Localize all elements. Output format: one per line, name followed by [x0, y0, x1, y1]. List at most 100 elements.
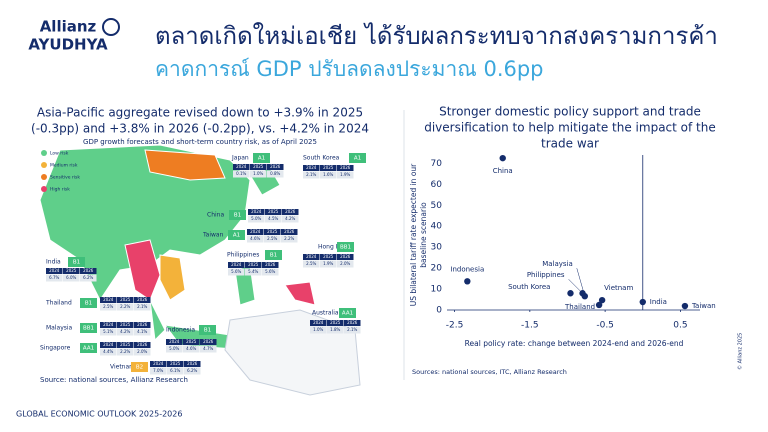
table-header — [344, 320, 361, 326]
forecast-value: 6.0% — [66, 275, 76, 280]
table-cell — [245, 268, 262, 276]
point — [639, 298, 646, 306]
forecast-value: 5.6% — [231, 269, 241, 274]
table-cell — [184, 367, 201, 375]
table-year: 2024 — [103, 322, 114, 327]
forecast-value: 6.1% — [170, 368, 180, 373]
map-subtitle: GDP growth forecasts and short-term coun… — [83, 138, 317, 146]
table-cell — [320, 260, 337, 268]
risk-rating: B1 — [270, 253, 277, 259]
point-label: Thailand — [564, 303, 595, 311]
table-cell — [134, 303, 151, 311]
country-name: Indonesia — [166, 327, 195, 334]
point-label: South Korea — [508, 283, 550, 291]
table-year: 2024 — [231, 262, 242, 267]
table-cell — [46, 274, 63, 282]
table-year: 2025 — [120, 297, 131, 302]
forecast-value: 1.6% — [323, 172, 333, 177]
table-header — [262, 262, 279, 268]
forecast-value: 1.8% — [330, 327, 340, 332]
y-tick-label: 60 — [431, 180, 443, 190]
risk-badge — [337, 242, 354, 252]
forecast-value: 2.2% — [120, 349, 130, 354]
table-header — [245, 262, 262, 268]
table-year: 2026 — [284, 229, 295, 234]
table-year: 2024 — [251, 209, 262, 214]
risk-rating: A1 — [233, 233, 240, 239]
table-year: 2025 — [248, 262, 259, 267]
copyright: © Allianz 2025 — [737, 333, 744, 370]
forecast-value: 5.6% — [265, 269, 275, 274]
forecast-value: 4.7% — [203, 346, 213, 351]
risk-badge — [68, 257, 85, 267]
country-name: Vietnam — [110, 364, 135, 371]
table-year: 2025 — [268, 209, 279, 214]
risk-rating: AA1 — [83, 346, 94, 352]
table-year: 2024 — [49, 268, 60, 273]
point — [595, 301, 603, 309]
forecast-value: 5.1% — [103, 329, 113, 334]
point-label: Malaysia — [542, 260, 573, 268]
table-year: 2025 — [120, 322, 131, 327]
forecast-value: 0.8% — [270, 171, 280, 176]
point — [598, 296, 606, 304]
table-cell — [262, 268, 279, 276]
risk-badge — [349, 153, 366, 163]
table-cell — [100, 348, 117, 356]
forecast-value: 4.2% — [285, 216, 295, 221]
point — [464, 278, 471, 285]
risk-badge — [80, 323, 97, 333]
country-name: Malaysia — [46, 325, 73, 332]
table-header — [320, 165, 337, 171]
logo-bottom: AYUDHYA — [28, 36, 108, 54]
point-label: India — [650, 298, 667, 306]
point — [499, 154, 506, 162]
point-label: China — [493, 167, 513, 175]
table-header — [320, 254, 337, 260]
forecast-value: 4.6% — [186, 346, 196, 351]
table-year: 2025 — [253, 164, 264, 169]
y-axis-label: baseline scenario — [419, 202, 428, 268]
table-header — [265, 209, 282, 215]
point-label: Taiwan — [691, 302, 716, 310]
risk-badge — [339, 308, 356, 318]
forecast-value: 4.5% — [268, 216, 278, 221]
forecast-value: 5.0% — [251, 216, 261, 221]
table-cell — [134, 348, 151, 356]
table-year: 2026 — [187, 361, 198, 366]
table-header — [310, 320, 327, 326]
logo-top: Allianz — [40, 18, 97, 36]
legend-label: High risk — [50, 187, 70, 193]
table-year: 2024 — [153, 361, 164, 366]
table-header — [337, 165, 354, 171]
table-year: 2026 — [203, 339, 214, 344]
forecast-value: 2.0% — [137, 349, 147, 354]
table-cell — [63, 274, 80, 282]
risk-rating: A1 — [354, 156, 361, 162]
table-header — [100, 322, 117, 328]
risk-rating: BB1 — [83, 326, 94, 332]
forecast-value: 4.2% — [120, 329, 130, 334]
table-header — [282, 209, 299, 215]
table-header — [80, 268, 97, 274]
x-tick-label: -0.5 — [596, 321, 614, 331]
table-cell — [100, 303, 117, 311]
table-year: 2026 — [83, 268, 94, 273]
risk-badge — [199, 325, 216, 335]
table-cell — [265, 215, 282, 223]
y-tick-label: 50 — [431, 201, 443, 211]
table-header — [248, 209, 265, 215]
table-cell — [303, 260, 320, 268]
point — [567, 290, 574, 297]
logo-icon — [102, 18, 120, 36]
table-header — [183, 339, 200, 345]
forecast-value: 4.1% — [137, 329, 147, 334]
y-tick-label: 20 — [431, 264, 443, 274]
chart-title: Stronger domestic policy support and tra… — [439, 105, 701, 119]
table-header — [167, 361, 184, 367]
table-header — [117, 342, 134, 348]
table-year: 2025 — [330, 320, 341, 325]
forecast-value: 2.5% — [103, 304, 113, 309]
legend-swatch — [41, 174, 47, 180]
